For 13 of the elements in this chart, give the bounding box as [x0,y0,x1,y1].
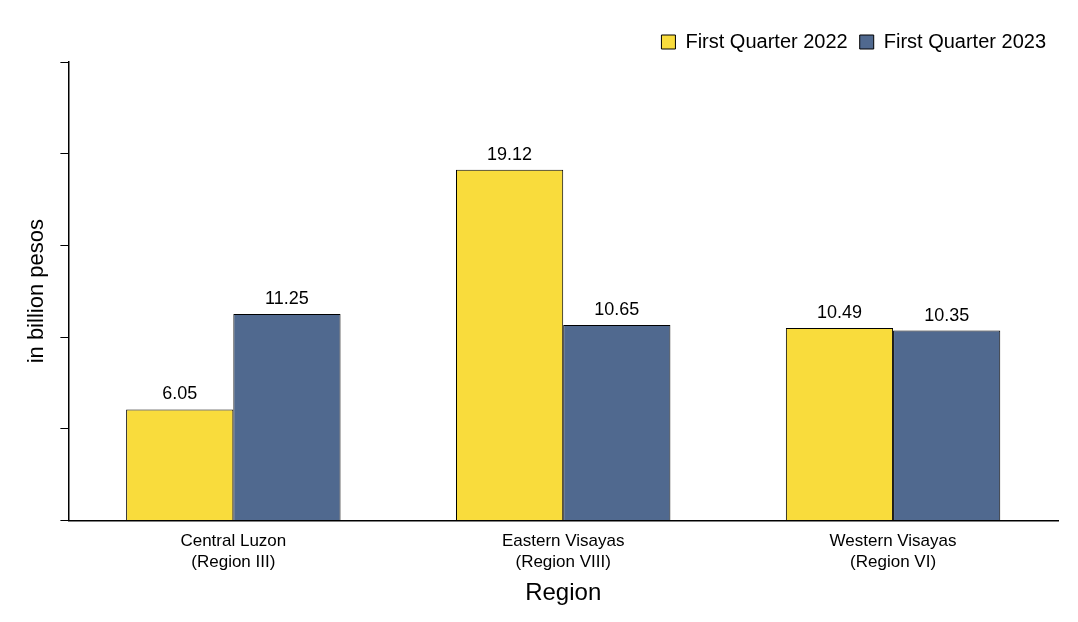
legend-label: First Quarter 2022 [685,29,848,52]
legend-label: First Quarter 2023 [883,29,1047,52]
x-tick-label: Western Visayas (Region VI) [829,531,957,571]
y-axis-title: in billion pesos [23,219,49,364]
data-label: 6.05 [162,383,198,404]
x-axis-title: Region [525,578,602,606]
x-tick-label: Central Luzon (Region III) [180,531,287,571]
data-label: 10.35 [924,304,970,325]
data-label: 10.65 [594,299,640,320]
data-label: 19.12 [487,143,533,164]
data-label: 11.25 [265,288,309,309]
data-label: 10.49 [816,302,862,323]
x-tick-label: Eastern Visayas (Region VIII) [501,531,625,571]
